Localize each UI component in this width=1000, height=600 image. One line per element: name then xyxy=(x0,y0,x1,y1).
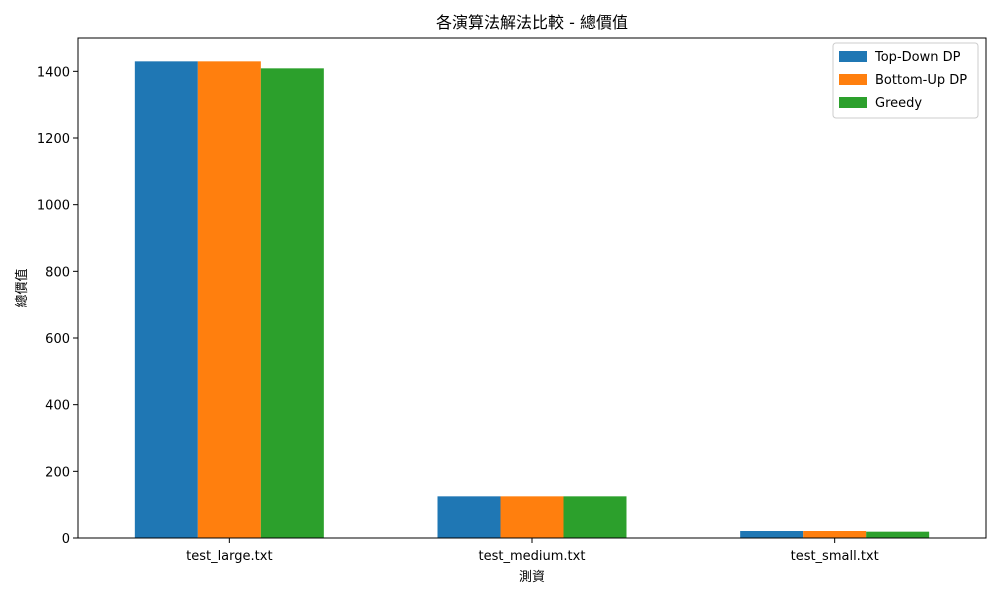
bar-bottom-up-dp-1 xyxy=(500,496,564,538)
chart-title: 各演算法解法比較 - 總價值 xyxy=(436,13,628,32)
axes-layer: 0 200 400 600 800 1000 1200 1400 test_large.txt t… xyxy=(37,37,987,564)
y-tick-label: 800 xyxy=(45,265,70,280)
legend-label: Top-Down DP xyxy=(874,50,961,65)
legend-label: Bottom-Up DP xyxy=(875,73,967,88)
y-tick-label: 600 xyxy=(45,332,70,347)
bar-greedy-0 xyxy=(260,68,324,538)
y-tick-label: 1400 xyxy=(37,65,70,80)
x-axis-label: 測資 xyxy=(519,570,545,585)
bar-bottom-up-dp-2 xyxy=(803,531,867,538)
legend-label: Greedy xyxy=(875,96,922,111)
bar-top-down-dp-2 xyxy=(740,531,804,538)
legend-swatch xyxy=(839,51,867,62)
bar-top-down-dp-0 xyxy=(134,61,198,538)
y-tick-label: 1200 xyxy=(37,132,70,147)
x-tick-label: test_small.txt xyxy=(791,549,879,564)
y-tick-label: 0 xyxy=(62,532,70,547)
y-tick-label: 1000 xyxy=(37,199,70,214)
legend-swatch xyxy=(839,97,867,108)
legend-box xyxy=(832,42,979,119)
x-tick-label: test_large.txt xyxy=(186,549,272,564)
legend: Top-Down DP Bottom-Up DP Greedy xyxy=(832,42,979,119)
y-tick-label: 400 xyxy=(45,399,70,414)
bars-layer xyxy=(134,61,930,538)
bar-bottom-up-dp-0 xyxy=(197,61,261,538)
bar-greedy-1 xyxy=(563,496,627,538)
x-tick-label: test_medium.txt xyxy=(479,549,586,564)
y-tick-label: 200 xyxy=(45,465,70,480)
bar-greedy-2 xyxy=(866,531,930,538)
legend-swatch xyxy=(839,74,867,85)
bar-top-down-dp-1 xyxy=(437,496,501,538)
y-axis-label: 總價值 xyxy=(14,268,30,307)
